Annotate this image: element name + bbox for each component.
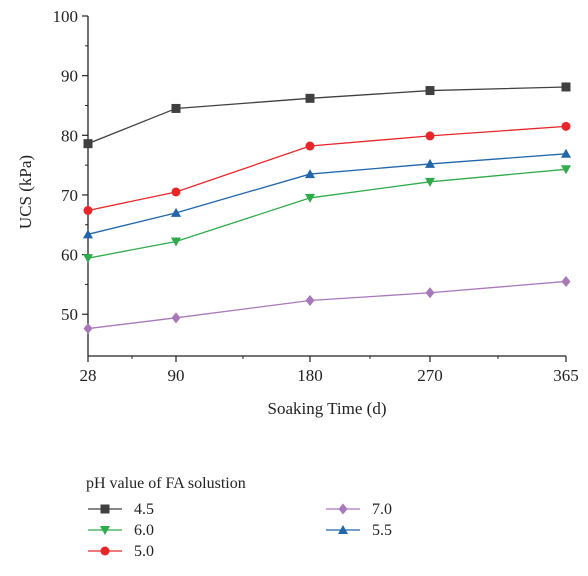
plot-series [83, 82, 571, 335]
y-tick-label: 90 [61, 67, 78, 86]
data-point [425, 158, 435, 168]
data-point [171, 312, 181, 324]
legend-label: 7.0 [372, 501, 392, 518]
data-point [83, 139, 93, 149]
series-line [87, 153, 567, 235]
legend-marker [338, 525, 348, 534]
data-point [305, 169, 315, 179]
x-tick-label: 90 [168, 366, 185, 385]
series-6-0 [83, 165, 571, 264]
legend: pH value of FA solustion 4.5 6.0 5.0 7.0 5.5 [86, 475, 392, 560]
data-point [561, 275, 571, 287]
series-line [87, 168, 567, 259]
series-line [87, 280, 567, 330]
data-point [83, 229, 93, 239]
y-axis-label: UCS (kPa) [16, 155, 35, 229]
series-5-5 [83, 148, 571, 239]
data-point [561, 148, 571, 158]
data-point [83, 205, 93, 215]
legend-label: 6.0 [134, 522, 154, 539]
data-point [561, 121, 571, 131]
y-tick-label: 100 [53, 7, 79, 26]
data-point [425, 131, 435, 141]
legend-label: 5.0 [134, 543, 154, 560]
data-point [83, 254, 93, 264]
data-point [425, 177, 435, 187]
series-5-0 [83, 121, 571, 215]
data-point [171, 237, 181, 247]
x-tick-label: 180 [297, 366, 323, 385]
y-tick-label: 50 [61, 305, 78, 324]
data-point [305, 93, 315, 103]
legend-item: 4.5 [88, 501, 154, 518]
data-point [83, 323, 93, 335]
legend-marker [338, 503, 348, 515]
x-axis-label: Soaking Time (d) [267, 399, 386, 418]
legend-marker [100, 526, 110, 535]
legend-item: 7.0 [326, 501, 392, 518]
legend-label: 4.5 [134, 501, 154, 518]
series-line [87, 125, 567, 212]
data-point [305, 141, 315, 151]
x-tick-label: 28 [80, 366, 97, 385]
legend-marker [100, 546, 110, 556]
x-tick-label: 365 [553, 366, 579, 385]
data-point [425, 86, 435, 96]
data-point [305, 295, 315, 307]
data-point [425, 287, 435, 299]
data-point [171, 187, 181, 197]
legend-item: 5.0 [88, 543, 154, 560]
legend-item: 6.0 [88, 522, 154, 539]
data-point [171, 207, 181, 217]
legend-marker [100, 504, 110, 514]
series-4-5 [83, 82, 571, 149]
data-point [561, 165, 571, 175]
legend-item: 5.5 [326, 522, 392, 539]
data-point [171, 103, 181, 113]
x-tick-label: 270 [417, 366, 443, 385]
series-7-0 [83, 275, 571, 335]
legend-label: 5.5 [372, 522, 392, 539]
data-point [561, 82, 571, 92]
series-line [87, 86, 567, 145]
y-tick-label: 70 [61, 186, 78, 205]
data-point [305, 193, 315, 203]
axes: 50 60 70 80 90 100 28 90 180 270 365 [53, 7, 579, 385]
y-tick-label: 80 [61, 126, 78, 145]
y-tick-label: 60 [61, 246, 78, 265]
legend-title: pH value of FA solustion [86, 475, 246, 492]
